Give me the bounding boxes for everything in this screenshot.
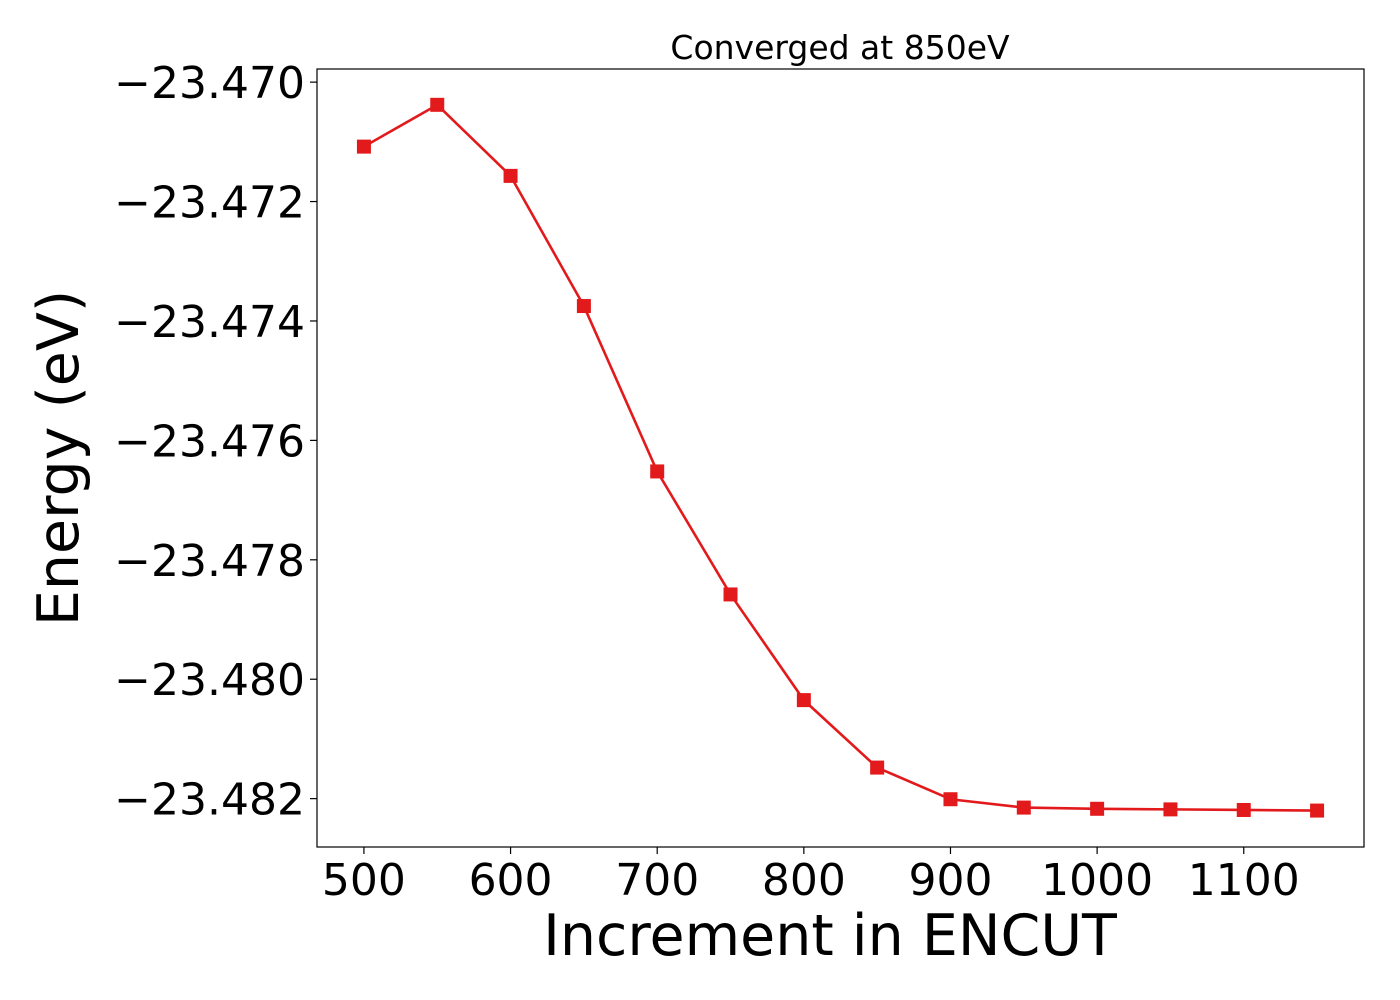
x-tick-label: 700 <box>615 855 699 906</box>
x-tick-label: 600 <box>469 855 553 906</box>
x-tick-label: 500 <box>322 855 406 906</box>
y-tick-label: −23.472 <box>114 178 305 229</box>
data-point-marker <box>870 760 885 775</box>
data-point-marker <box>430 97 445 112</box>
chart-title: Converged at 850eV <box>670 28 1010 67</box>
y-tick-label: −23.470 <box>114 58 305 109</box>
data-point-marker <box>943 792 958 807</box>
data-point-marker <box>723 587 738 602</box>
y-tick-label: −23.474 <box>114 297 305 348</box>
data-point-marker <box>650 464 665 479</box>
plot-area <box>316 68 1365 848</box>
x-tick-label: 900 <box>908 855 992 906</box>
series-line <box>363 103 1318 812</box>
data-point-marker <box>503 168 518 183</box>
data-point-marker <box>1236 802 1251 817</box>
x-tick-label: 800 <box>762 855 846 906</box>
data-point-marker <box>576 299 591 314</box>
y-tick-label: −23.480 <box>114 655 305 706</box>
x-tick-label: 1000 <box>1041 855 1153 906</box>
y-axis-ticks: −23.470 −23.472 −23.474 −23.476 −23.478 −23.4… <box>114 58 317 826</box>
y-tick-label: −23.482 <box>114 775 305 826</box>
data-point-marker <box>1016 800 1031 815</box>
data-point-marker <box>1310 803 1325 818</box>
data-point-marker <box>796 693 811 708</box>
y-tick-label: −23.476 <box>114 416 305 467</box>
x-axis-ticks: 500 600 700 800 900 1000 1100 <box>322 847 1300 906</box>
y-tick-label: −23.478 <box>114 536 305 587</box>
y-axis-label: Energy (eV) <box>26 290 92 626</box>
x-tick-label: 1100 <box>1188 855 1300 906</box>
data-point-marker <box>356 139 371 154</box>
series-layer <box>356 97 1325 818</box>
data-point-marker <box>1163 802 1178 817</box>
x-axis-label: Increment in ENCUT <box>543 903 1117 969</box>
data-point-marker <box>1090 801 1105 816</box>
